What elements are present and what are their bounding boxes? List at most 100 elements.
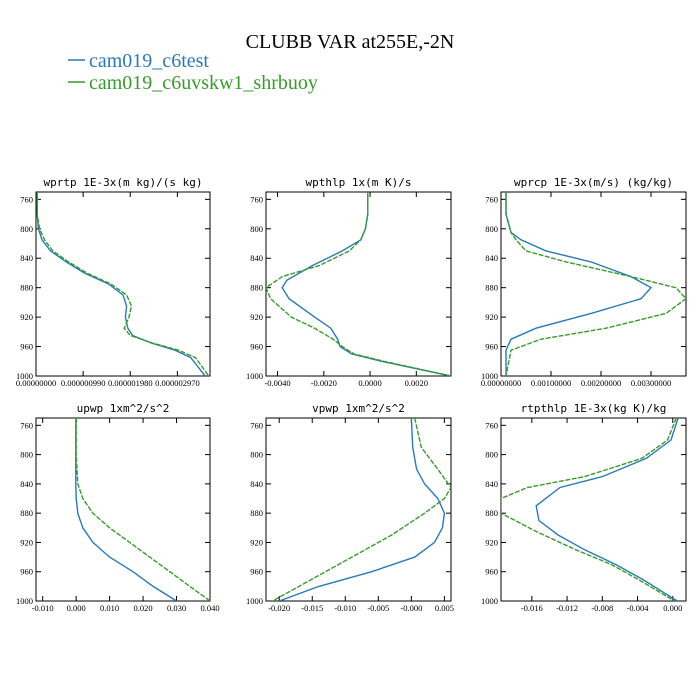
- y-tick-label: 800: [250, 224, 263, 234]
- figure-title: CLUBB VAR at255E,-2N: [246, 31, 455, 53]
- x-tick-label: 0.0020: [405, 378, 428, 388]
- x-tick-label: 0.020: [134, 603, 153, 613]
- panel-title: wpthlp 1x(m K)/s: [306, 176, 412, 189]
- y-tick-label: 920: [20, 537, 33, 547]
- y-tick-label: 1000: [16, 371, 33, 381]
- y-tick-label: 960: [250, 567, 263, 577]
- series-c6test-line: [505, 192, 653, 376]
- y-tick-label: 880: [250, 508, 263, 518]
- series-c6test-line: [278, 418, 446, 601]
- x-tick-label: 0.005: [435, 603, 454, 613]
- y-tick-label: 1000: [481, 371, 498, 381]
- y-tick-label: 760: [250, 420, 263, 430]
- x-tick-label: 0.030: [167, 603, 186, 613]
- x-tick-label: 0.0000: [358, 378, 381, 388]
- panel-5: vpwp 1xm^2/s^2 760 800 840 880 920 960 1000 -0.0…: [246, 402, 454, 613]
- series-c6test-line: [535, 418, 679, 601]
- y-tick-label: 840: [20, 479, 33, 489]
- panel-4: upwp 1xm^2/s^2 760 800 840 880 920 960 1000-0.0…: [16, 402, 220, 613]
- plot-frame: [265, 417, 452, 602]
- panel-title: wprtp 1E-3x(m kg)/(s kg): [44, 176, 203, 189]
- y-tick-label: 960: [250, 342, 263, 352]
- plot-frame: [500, 417, 687, 602]
- y-tick-label: 760: [485, 194, 498, 204]
- series-c6test-line: [36, 192, 206, 376]
- y-tick-label: 840: [250, 479, 263, 489]
- x-tick-label: -0.010: [334, 603, 356, 613]
- plot-frame: [35, 191, 211, 377]
- y-tick-label: 760: [250, 194, 263, 204]
- series-shrbuoy-line: [505, 192, 686, 376]
- panel-title: vpwp 1xm^2/s^2: [312, 402, 405, 415]
- y-tick-label: 920: [485, 312, 498, 322]
- y-tick-label: 800: [485, 224, 498, 234]
- plot-frame: [35, 417, 211, 602]
- x-tick-label: 0.000002970: [155, 378, 200, 388]
- series-c6test-line: [75, 418, 177, 601]
- x-tick-label: -0.004: [627, 603, 650, 613]
- y-tick-label: 760: [20, 420, 33, 430]
- panel-2: wpthlp 1x(m K)/s 760 800 840 880 920 960 1000 -0…: [246, 176, 452, 388]
- panel-3: wprcp 1E-3x(m/s) (kg/kg) 760 800 840 880 920 9…: [481, 176, 687, 388]
- panel-6: rtpthlp 1E-3x(kg K)/kg 760 800 840 880 920 960…: [481, 402, 687, 613]
- x-tick-label: 0.000000990: [61, 378, 106, 388]
- plot-frame: [500, 191, 687, 377]
- y-tick-label: 960: [20, 342, 33, 352]
- y-tick-label: 920: [20, 312, 33, 322]
- x-tick-label: -0.005: [367, 603, 389, 613]
- y-tick-label: 1000: [16, 596, 33, 606]
- legend-label-c6test: cam019_c6test: [89, 50, 209, 72]
- y-tick-label: 960: [485, 567, 498, 577]
- y-tick-label: 1000: [481, 596, 498, 606]
- y-tick-label: 800: [250, 450, 263, 460]
- y-tick-label: 840: [20, 253, 33, 263]
- plot-frame: [265, 191, 452, 377]
- x-tick-label: -0.016: [521, 603, 543, 613]
- y-tick-label: 960: [20, 567, 33, 577]
- series-shrbuoy-line: [75, 418, 210, 601]
- x-tick-label: -0.010: [32, 603, 54, 613]
- series-shrbuoy-line: [36, 192, 210, 376]
- y-tick-label: 920: [250, 537, 263, 547]
- y-tick-label: 920: [250, 312, 263, 322]
- y-tick-label: 880: [485, 283, 498, 293]
- y-tick-label: 1000: [246, 371, 263, 381]
- x-tick-label: 0.040: [200, 603, 219, 613]
- y-tick-label: 920: [485, 537, 498, 547]
- y-tick-label: 840: [250, 253, 263, 263]
- y-tick-label: 840: [485, 479, 498, 489]
- x-tick-label: 0.00000000: [16, 378, 56, 388]
- panels: wprtp 1E-3x(m kg)/(s kg) 760 800 840 880 920 9…: [16, 176, 687, 613]
- y-tick-label: 880: [485, 508, 498, 518]
- y-tick-label: 760: [20, 194, 33, 204]
- x-tick-label: 0.000001980: [108, 378, 153, 388]
- legend-label-shrbuoy: cam019_c6uvskw1_shrbuoy: [89, 72, 318, 94]
- x-tick-label: -0.0020: [311, 378, 337, 388]
- series-shrbuoy-line: [272, 418, 451, 601]
- y-tick-label: 880: [20, 508, 33, 518]
- x-tick-label: 0.010: [100, 603, 119, 613]
- x-tick-label: 0.000: [67, 603, 86, 613]
- y-tick-label: 880: [250, 283, 263, 293]
- panel-1: wprtp 1E-3x(m kg)/(s kg) 760 800 840 880 920 9…: [16, 176, 211, 388]
- series-shrbuoy-line: [266, 192, 451, 376]
- y-tick-label: 840: [485, 253, 498, 263]
- panel-title: rtpthlp 1E-3x(kg K)/kg: [521, 402, 667, 415]
- x-tick-label: 0.00000000: [481, 378, 521, 388]
- x-tick-label: 0.00300000: [631, 378, 671, 388]
- x-tick-label: -0.020: [268, 603, 290, 613]
- x-tick-label: -0.015: [301, 603, 323, 613]
- y-tick-label: 760: [485, 420, 498, 430]
- y-tick-label: 880: [20, 283, 33, 293]
- legend: cam019_c6test cam019_c6uvskw1_shrbuoy: [68, 50, 318, 94]
- x-tick-label: 0.000: [663, 603, 682, 613]
- y-tick-label: 1000: [246, 596, 263, 606]
- panel-title: upwp 1xm^2/s^2: [77, 402, 170, 415]
- y-tick-label: 800: [20, 450, 33, 460]
- x-tick-label: 0.00100000: [531, 378, 571, 388]
- x-tick-label: -0.008: [591, 603, 613, 613]
- panel-title: wprcp 1E-3x(m/s) (kg/kg): [514, 176, 673, 189]
- x-tick-label: -0.000: [400, 603, 422, 613]
- y-tick-label: 800: [20, 224, 33, 234]
